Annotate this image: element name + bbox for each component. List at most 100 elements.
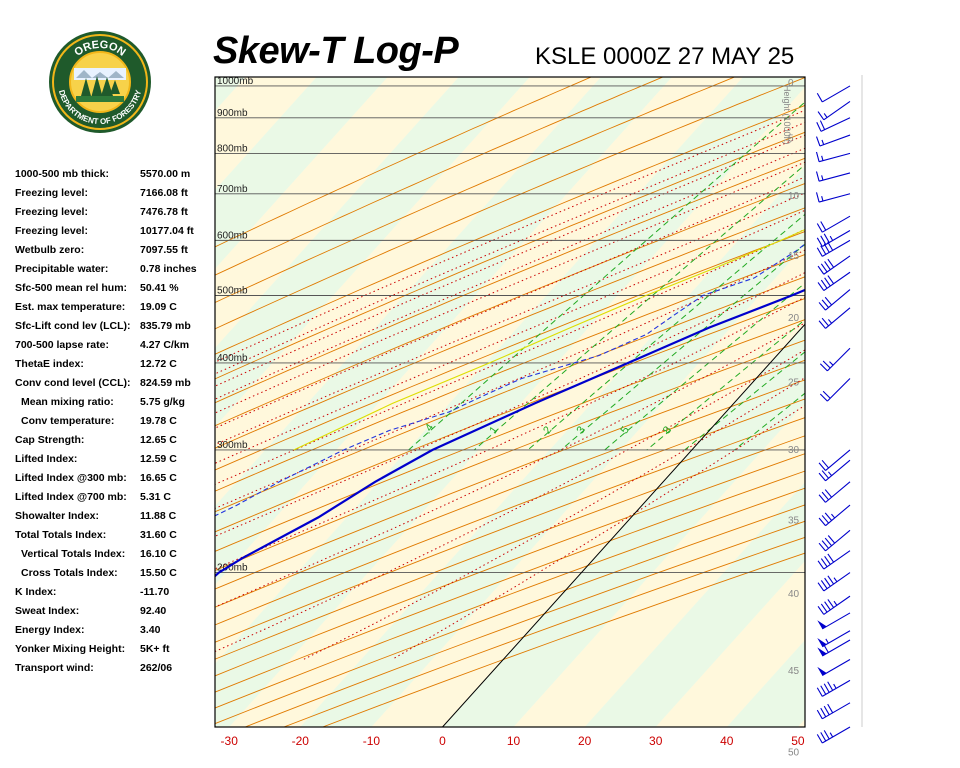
index-value: 50.41 % (140, 282, 179, 294)
wind-barb-half (829, 732, 834, 738)
index-label: Freezing level: (15, 225, 88, 237)
wind-barb-full (823, 233, 830, 243)
wind-barb-full (818, 542, 826, 552)
mixing-ratio-line (560, 243, 805, 451)
moist-adiabat-line (215, 296, 805, 570)
mixing-ratio-label: 5 (618, 424, 631, 436)
mixing-ratio-label: 1 (487, 424, 500, 436)
wind-barb (817, 271, 851, 292)
wind-barb-full (824, 261, 831, 270)
index-row: Energy Index: 3.40 (15, 624, 215, 643)
wind-barb-full (824, 512, 833, 521)
wind-barb-full (822, 360, 831, 369)
x-tick-label: 40 (720, 734, 734, 748)
wind-barb-half (829, 361, 834, 366)
index-label: Lifted Index @300 mb: (15, 472, 127, 484)
index-label: Est. max temperature: (15, 301, 126, 313)
wind-barb-staff (825, 289, 851, 311)
wind-barb-full (821, 470, 829, 479)
index-row: Mean mixing ratio: 5.75 g/kg (15, 396, 215, 415)
index-label: Mean mixing ratio: (21, 396, 114, 408)
dry-adiabat-line (215, 104, 805, 355)
isobars: 1000mb 900mb 800mb 700mb 600mb 500mb 400mb 300m… (215, 76, 805, 574)
wind-barb-staff (822, 702, 851, 720)
mixing-ratio-label: 2 (541, 424, 554, 436)
wind-barb-staff (825, 307, 851, 329)
wind-barb (818, 449, 851, 471)
wind-barb (816, 117, 851, 132)
wind-barb-full (827, 241, 834, 251)
height-tick-label: 20 (788, 313, 800, 324)
wind-barb-half (821, 155, 824, 161)
index-row: Vertical Totals Index: 16.10 C (15, 548, 215, 567)
wind-barb-full (817, 605, 825, 615)
index-row: Sfc-500 mean rel hum: 50.41 % (15, 282, 215, 301)
wind-barb-staff (825, 504, 851, 527)
wind-barb-full (827, 275, 835, 285)
wind-barb (818, 459, 851, 482)
index-value: 12.59 C (140, 453, 177, 465)
wind-barb-full (827, 703, 834, 714)
index-label: Vertical Totals Index: (21, 548, 126, 560)
height-tick-label: 0 (788, 78, 794, 89)
height-axis-label: Height (1000ft) (782, 85, 792, 145)
wind-barb-staff (819, 134, 851, 147)
wind-barb-full (820, 263, 828, 273)
wind-barb-half (821, 196, 824, 202)
index-row: Lifted Index: 12.59 C (15, 453, 215, 472)
isobar-label: 300mb (217, 440, 248, 451)
wind-barb-full (817, 111, 825, 121)
index-label: Total Totals Index: (15, 529, 107, 541)
index-label: Cap Strength: (15, 434, 85, 446)
moist-adiabat-line (215, 192, 805, 446)
wind-barb-full (817, 582, 825, 592)
wind-barb-full (816, 122, 822, 132)
wind-barb-full (824, 537, 833, 547)
index-value: 10177.04 ft (140, 225, 194, 237)
height-tick-label: 5 (788, 134, 794, 145)
wind-barb (815, 151, 851, 163)
wind-barb-full (820, 235, 827, 245)
dry-adiabat-line (215, 319, 805, 552)
dry-adiabat-line (215, 77, 735, 303)
index-value: 31.60 C (140, 529, 177, 541)
wind-barb-full (827, 535, 836, 544)
index-value: 835.79 mb (140, 320, 191, 332)
index-label: Energy Index: (15, 624, 85, 636)
wind-barb-half (823, 113, 828, 118)
wind-barb-full (818, 302, 826, 311)
wind-barb (816, 726, 851, 744)
plot-frame (214, 76, 806, 728)
wind-barb-flag (817, 620, 827, 629)
parcel-trace (293, 228, 805, 451)
index-row: Conv cond level (CCL): 824.59 mb (15, 377, 215, 396)
x-tick-label: -10 (363, 734, 381, 748)
index-value: 4.27 C/km (140, 339, 190, 351)
index-value: 11.88 C (140, 510, 177, 522)
wind-barb-full (815, 151, 820, 162)
index-row: Yonker Mixing Height: 5K+ ft (15, 643, 215, 662)
temperature-band (869, 77, 960, 727)
wind-barb-staff (822, 726, 851, 744)
index-value: 7166.08 ft (140, 187, 188, 199)
wind-barb-full (821, 299, 829, 308)
wind-barb-staff (822, 85, 851, 103)
index-label: Sweat Index: (15, 605, 80, 617)
isobar-label: 800mb (217, 143, 248, 154)
wind-barb-full (816, 709, 823, 720)
zero-isotherm (442, 323, 805, 727)
wind-barb (819, 378, 851, 402)
dry-adiabat-line (215, 470, 805, 693)
wind-barb-flag (817, 666, 827, 676)
wind-barb (817, 550, 851, 570)
wind-barb-staff (825, 449, 851, 471)
wind-barb (815, 134, 851, 147)
wind-barb-full (820, 221, 827, 231)
wind-barb-full (824, 555, 831, 565)
wind-barb-full (816, 223, 823, 233)
temperature-band (655, 561, 805, 727)
wind-barb-full (827, 681, 834, 691)
index-value: 5.75 g/kg (140, 396, 185, 408)
wind-barb (818, 481, 851, 503)
dry-adiabat-line (215, 77, 805, 330)
